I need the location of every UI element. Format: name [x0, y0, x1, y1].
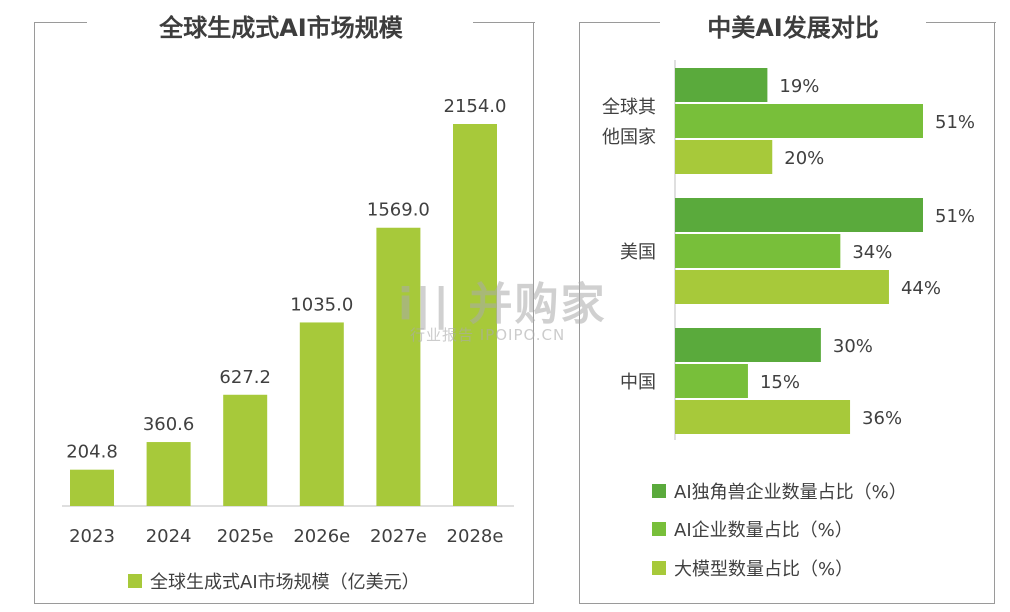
- legend-unicorn-share: AI独角兽企业数量占比（%）: [652, 478, 907, 504]
- market-size-legend: 全球生成式AI市场规模（亿美元）: [128, 568, 420, 594]
- bar: [675, 328, 821, 362]
- bar: [376, 227, 421, 506]
- data-label: 51%: [935, 112, 975, 133]
- bar: [299, 322, 344, 506]
- bar: [675, 364, 748, 398]
- bar: [675, 68, 768, 102]
- legend-label: AI企业数量占比（%）: [674, 520, 853, 541]
- panel-border-right-segment: [473, 22, 535, 23]
- bar: [675, 104, 923, 138]
- bar: [70, 469, 114, 506]
- data-label: 627.2: [219, 367, 271, 388]
- data-label: 19%: [779, 76, 819, 97]
- data-label: 2154.0: [444, 96, 507, 117]
- bar: [675, 198, 923, 232]
- data-label: 34%: [852, 242, 892, 263]
- legend-large-model-share: 大模型数量占比（%）: [652, 555, 853, 581]
- panel-border-right-segment: [926, 22, 996, 23]
- comparison-title: 中美AI发展对比: [707, 14, 879, 42]
- bar: [675, 140, 773, 174]
- legend-label: 全球生成式AI市场规模（亿美元）: [150, 572, 420, 593]
- watermark-text: i|| 并购家: [398, 279, 607, 330]
- data-label: 36%: [862, 408, 902, 429]
- x-tick-label: 2028e: [447, 526, 504, 547]
- market-size-panel: 全球生成式AI市场规模: [34, 14, 535, 604]
- x-tick-label: 2023: [69, 526, 115, 547]
- legend-swatch: [652, 561, 666, 575]
- data-label: 204.8: [66, 442, 118, 463]
- category-label: 全球其: [602, 97, 656, 118]
- data-label: 44%: [901, 278, 941, 299]
- panel-border-left-segment: [580, 22, 660, 23]
- bar: [675, 400, 851, 434]
- market-size-title: 全球生成式AI市场规模: [159, 14, 403, 42]
- watermark-logo: i|| 并购家: [398, 268, 607, 332]
- legend-swatch: [652, 484, 666, 498]
- bar: [675, 234, 841, 268]
- data-label: 20%: [784, 148, 824, 169]
- data-label: 30%: [833, 336, 873, 357]
- legend-label: AI独角兽企业数量占比（%）: [674, 482, 907, 503]
- category-label: 中国: [620, 372, 656, 393]
- category-label: 美国: [620, 242, 656, 263]
- legend-swatch: [652, 522, 666, 536]
- bar: [223, 394, 268, 506]
- x-tick-label: 2024: [146, 526, 192, 547]
- data-label: 1035.0: [290, 294, 353, 315]
- x-tick-label: 2025e: [217, 526, 274, 547]
- legend-ai-company-share: AI企业数量占比（%）: [652, 516, 853, 542]
- data-label: 15%: [760, 372, 800, 393]
- bar: [675, 270, 889, 304]
- china-us-comparison-panel: 中美AI发展对比: [579, 14, 996, 604]
- x-tick-label: 2026e: [293, 526, 350, 547]
- panel-border-left-segment: [35, 22, 87, 23]
- bar: [146, 442, 191, 506]
- x-tick-label: 2027e: [370, 526, 427, 547]
- data-label: 360.6: [143, 414, 195, 435]
- bar: [453, 124, 497, 506]
- data-label: 1569.0: [367, 200, 430, 221]
- watermark-subtitle: 行业报告 IPOIPO.CN: [410, 326, 566, 344]
- legend-label: 大模型数量占比（%）: [674, 559, 854, 580]
- legend-swatch: [128, 574, 142, 588]
- data-label: 51%: [935, 206, 975, 227]
- category-label: 他国家: [602, 127, 656, 148]
